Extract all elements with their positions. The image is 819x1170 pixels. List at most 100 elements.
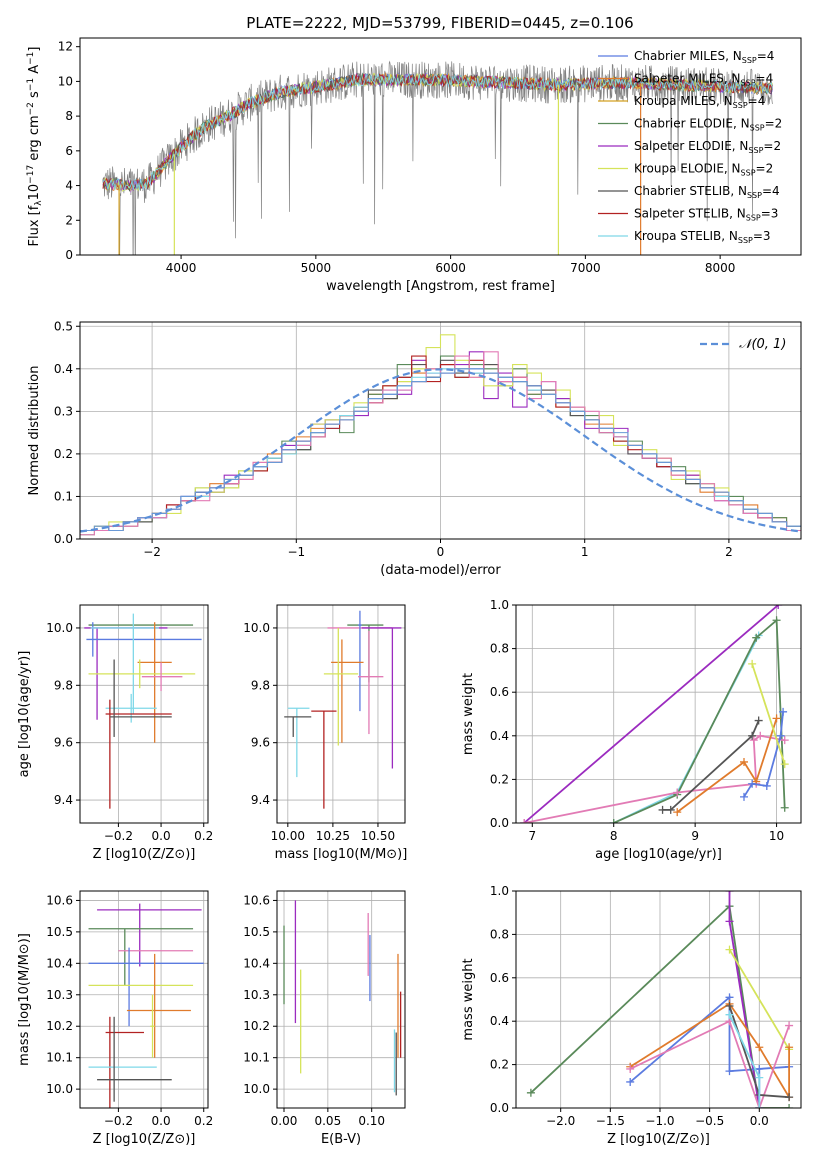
y-tick-label: 10.0 [243, 1082, 270, 1096]
x-axis-label: E(B-V) [321, 1132, 361, 1147]
mass-vs-Z-panel: −0.2 0.0 0.2 10.0 10.1 10.2 10.3 10.4 10.5 10.6 Z … [17, 890, 213, 1147]
plus-marker [772, 616, 781, 625]
plus-marker [749, 736, 758, 745]
mass-weight-vs-age-panel: 7 8 9 10 0.0 0.2 0.4 0.6 0.8 1.0 age [log10(age/yr… [461, 598, 802, 862]
y-tick-label: 10.2 [243, 1019, 270, 1033]
x-tick-label: −1.5 [596, 1114, 625, 1128]
x-axis-label: (data-model)/error [380, 563, 501, 578]
residuals-panel: −2 −1 0 1 2 0.0 0.1 0.2 0.3 0.4 0.5 (data-model)/er… [27, 319, 802, 578]
plus-marker [740, 757, 748, 766]
plus-marker [785, 1093, 794, 1102]
plus-marker [725, 891, 734, 895]
y-tick-label: 0.6 [490, 685, 509, 699]
mass-weight-line [751, 663, 786, 765]
y-tick-label: 9.8 [251, 678, 270, 692]
plus-marker [762, 781, 771, 790]
x-tick-label: −0.2 [104, 1114, 133, 1128]
axes-frame [515, 604, 802, 824]
x-tick-label: 10 [769, 829, 784, 843]
x-tick-label: 10.25 [316, 829, 350, 843]
y-tick-label: 10.4 [46, 956, 73, 970]
age-vs-mass-plot-area [284, 610, 402, 809]
x-tick-label: 0.2 [194, 829, 213, 843]
mass-vs-EBV-plot-area [283, 900, 402, 1096]
y-tick-label: 0.4 [490, 1014, 509, 1028]
y-tick-label: 0.2 [490, 1058, 509, 1072]
mass-weight-line [728, 949, 790, 1050]
plus-marker [725, 1010, 734, 1019]
y-axis-label: age [log10(age/yr)] [17, 651, 32, 778]
observed-spectrum-line [102, 60, 773, 255]
x-axis-label: age [log10(age/yr)] [595, 847, 722, 862]
y-tick-label: 0.4 [54, 362, 73, 376]
plus-marker [755, 1073, 764, 1082]
x-tick-label: 10.00 [271, 829, 305, 843]
x-tick-label: 0.10 [358, 1114, 385, 1128]
figure-title: PLATE=2222, MJD=53799, FIBERID=0445, z=0… [246, 14, 633, 32]
y-tick-label: 0.3 [54, 404, 73, 418]
y-tick-label: 0.2 [54, 447, 73, 461]
axes-frame [79, 604, 209, 824]
x-tick-label: 1 [581, 545, 589, 559]
plus-marker [756, 731, 765, 740]
y-tick-label: 0.6 [490, 971, 509, 985]
x-tick-label: 2 [725, 545, 733, 559]
plus-marker [785, 1104, 794, 1108]
axes-frame [79, 890, 209, 1109]
y-tick-label: 10.1 [243, 1051, 270, 1065]
age-vs-Z-plot-area [84, 613, 202, 809]
y-tick-label: 4 [65, 179, 73, 193]
y-tick-label: 0.0 [490, 816, 509, 830]
plus-marker [748, 779, 757, 788]
x-tick-label: 0.0 [152, 1114, 171, 1128]
x-axis-label: wavelength [Angstrom, rest frame] [326, 279, 555, 294]
y-tick-label: 9.6 [251, 736, 270, 750]
plus-marker [748, 731, 757, 740]
plus-marker [658, 805, 667, 814]
model-spectrum-line [102, 73, 773, 192]
y-tick-label: 10.2 [46, 1019, 73, 1033]
x-tick-label: 0.00 [271, 1114, 298, 1128]
x-axis-label: Z [log10(Z/Z⊙)] [607, 1132, 710, 1147]
y-tick-label: 2 [65, 213, 73, 227]
plus-marker [780, 736, 789, 745]
y-tick-label: 12 [58, 40, 73, 54]
plus-marker [772, 714, 781, 723]
x-tick-label: 9 [691, 829, 699, 843]
mass-weight-line [523, 734, 785, 823]
x-tick-label: 6000 [435, 261, 466, 275]
plus-marker [725, 1067, 734, 1076]
axes-frame [276, 890, 406, 1109]
y-tick-label: 10.0 [46, 1082, 73, 1096]
plus-marker [609, 819, 618, 823]
spectrum-legend: Chabrier MILES, NSSP=4 Salpeter MILES, NS… [598, 49, 782, 245]
y-axis-label: Normed distribution [27, 366, 42, 496]
plus-marker [776, 731, 785, 740]
legend-label: Chabrier MILES, NSSP=4 [634, 49, 774, 65]
plus-marker [748, 659, 757, 668]
x-tick-label: 4000 [166, 261, 197, 275]
mass-weight-line [662, 720, 760, 811]
y-tick-label: 10.4 [243, 956, 270, 970]
y-axis-label: mass weight [461, 958, 476, 1040]
model-spectrum-line [102, 73, 773, 192]
mass-weight-line [530, 904, 790, 1108]
plus-marker [725, 1002, 734, 1011]
y-tick-label: 0.0 [54, 532, 73, 546]
histogram-step [80, 368, 801, 532]
plus-marker [673, 788, 682, 797]
x-tick-label: 0.2 [194, 1114, 213, 1128]
legend-label: Kroupa ELODIE, NSSP=2 [634, 162, 773, 178]
y-tick-label: 10.5 [243, 925, 270, 939]
y-tick-label: 9.4 [54, 793, 73, 807]
plus-marker [780, 760, 789, 769]
y-axis-label: Flux [fλ10−17 erg cm−2 s−1 A−1] [26, 47, 44, 247]
x-tick-label: 0.05 [314, 1114, 341, 1128]
axes-frame [79, 37, 802, 256]
mass-weight-vs-Z-plot-area [526, 891, 794, 1108]
mass-weight-line [676, 718, 778, 813]
plus-marker [755, 1064, 764, 1073]
y-tick-label: 10.0 [46, 621, 73, 635]
plus-marker [755, 1104, 764, 1108]
